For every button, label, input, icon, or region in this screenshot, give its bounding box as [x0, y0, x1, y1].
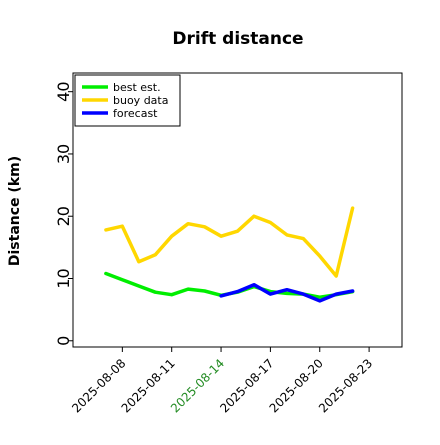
- legend-label: buoy data: [113, 94, 168, 107]
- series-line-buoy-data: [104, 206, 355, 278]
- series-line-forecast: [219, 282, 355, 303]
- legend-label: forecast: [113, 107, 158, 120]
- legend-label: best est.: [113, 81, 161, 94]
- y-tick-label: 0: [54, 336, 73, 346]
- y-axis: 0 10 20 30 40: [54, 82, 73, 346]
- x-axis: 2025-08-082025-08-112025-08-142025-08-17…: [69, 347, 375, 415]
- y-tick-label: 10: [54, 268, 73, 288]
- chart-title: Drift distance: [172, 29, 303, 49]
- x-tick-label: 2025-08-23: [316, 356, 375, 415]
- y-tick-label: 20: [54, 206, 73, 226]
- series-lines: [104, 206, 355, 303]
- y-tick-label: 40: [54, 82, 73, 102]
- y-tick-label: 30: [54, 144, 73, 164]
- y-axis-label: Distance (km): [7, 156, 23, 266]
